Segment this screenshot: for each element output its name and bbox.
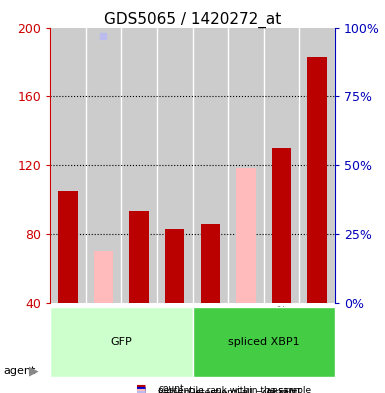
Text: ■: ■ [136,390,146,393]
Text: rank, Detection Call = ABSENT: rank, Detection Call = ABSENT [158,390,297,393]
Bar [157,28,192,303]
Bar [129,211,149,303]
Bar [121,28,157,303]
Bar [272,148,291,303]
FancyBboxPatch shape [192,307,335,377]
Text: percentile rank within the sample: percentile rank within the sample [158,386,311,393]
Bar [94,251,113,303]
Bar [228,28,264,303]
Bar [58,191,78,303]
Text: ■: ■ [136,383,146,393]
Bar [50,28,85,303]
Text: spliced XBP1: spliced XBP1 [228,337,300,347]
Bar [307,57,327,303]
Text: ■: ■ [136,386,146,393]
Text: agent: agent [4,366,36,376]
Bar [264,28,300,303]
Bar [192,28,228,303]
Title: GDS5065 / 1420272_at: GDS5065 / 1420272_at [104,11,281,28]
Text: ▶: ▶ [29,365,38,378]
Text: value, Detection Call = ABSENT: value, Detection Call = ABSENT [158,388,302,393]
Bar [236,169,256,303]
FancyBboxPatch shape [50,307,192,377]
Text: count: count [158,384,184,393]
Text: ■: ■ [136,387,146,393]
Bar [85,28,121,303]
Bar [201,224,220,303]
Bar [300,28,335,303]
Bar [165,229,184,303]
Text: GFP: GFP [110,337,132,347]
